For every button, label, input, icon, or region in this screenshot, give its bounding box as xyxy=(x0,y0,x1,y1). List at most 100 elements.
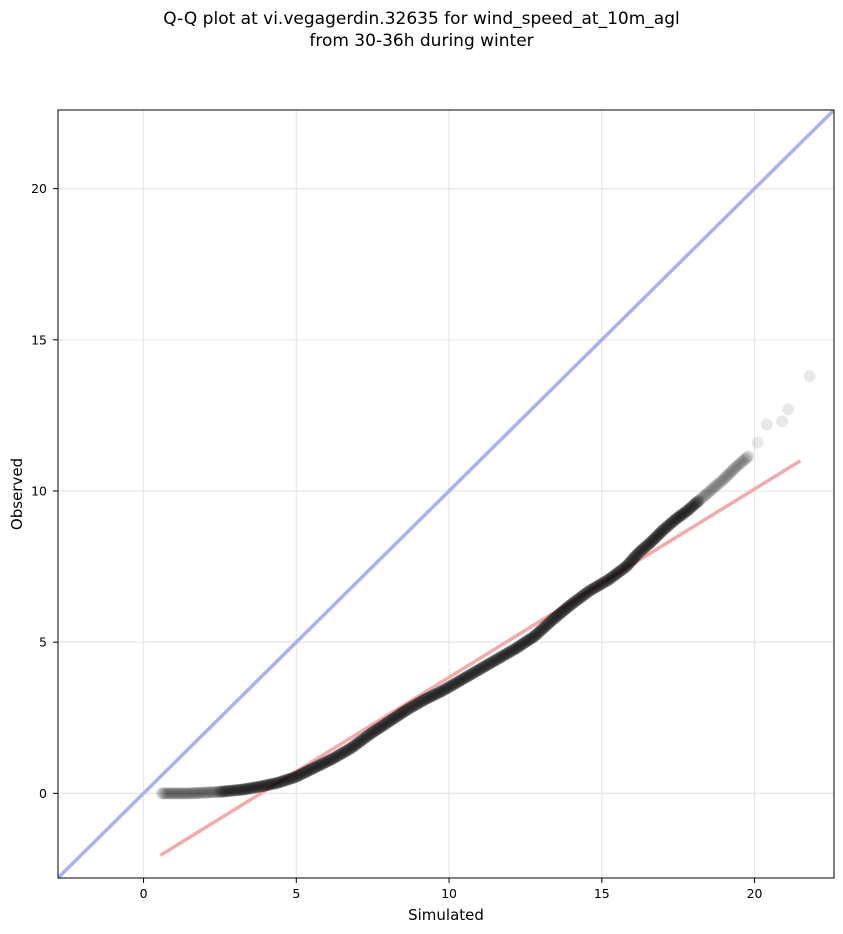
data-point xyxy=(417,694,430,707)
data-point xyxy=(528,630,541,643)
data-point xyxy=(630,549,643,562)
data-point xyxy=(644,536,657,549)
data-point xyxy=(435,685,448,698)
data-point xyxy=(597,576,610,589)
data-point xyxy=(414,696,427,709)
data-point xyxy=(578,588,591,601)
data-point xyxy=(494,651,507,664)
data-point xyxy=(698,489,711,502)
data-point xyxy=(256,780,269,793)
data-point xyxy=(431,687,444,700)
data-point xyxy=(345,741,358,754)
data-point xyxy=(696,491,709,504)
data-point xyxy=(181,787,194,800)
data-point xyxy=(703,485,716,498)
data-point xyxy=(613,565,626,578)
x-tick-label: 20 xyxy=(747,886,763,901)
data-point xyxy=(388,711,401,724)
data-point xyxy=(653,527,666,540)
data-point xyxy=(346,741,359,754)
data-point xyxy=(477,660,490,673)
data-point xyxy=(557,604,570,617)
data-point xyxy=(264,778,277,791)
data-point xyxy=(401,703,414,716)
data-point xyxy=(222,785,235,798)
data-point xyxy=(570,594,583,607)
data-point xyxy=(650,530,663,543)
data-point xyxy=(587,582,600,595)
data-point xyxy=(574,591,587,604)
data-point xyxy=(648,533,661,546)
data-point xyxy=(319,756,332,769)
data-point xyxy=(566,597,579,610)
data-point xyxy=(677,507,690,520)
data-point xyxy=(163,787,176,800)
data-point xyxy=(391,710,404,723)
data-point xyxy=(705,483,718,496)
data-point xyxy=(255,780,268,793)
data-point xyxy=(625,554,638,567)
data-point xyxy=(676,508,689,521)
data-point xyxy=(372,722,385,735)
data-point xyxy=(236,783,249,796)
data-point xyxy=(586,583,599,596)
data-point xyxy=(731,459,744,472)
data-point xyxy=(498,648,511,661)
data-point xyxy=(612,566,625,579)
data-point xyxy=(593,579,606,592)
data-point xyxy=(232,784,245,797)
data-point xyxy=(504,645,517,658)
data-point xyxy=(501,647,514,660)
data-point xyxy=(649,531,662,544)
data-point xyxy=(543,616,556,629)
data-point xyxy=(162,787,175,800)
data-point xyxy=(500,647,513,660)
data-point xyxy=(462,669,475,682)
data-point xyxy=(713,477,726,490)
data-point xyxy=(555,606,568,619)
data-point xyxy=(709,480,722,493)
data-point xyxy=(403,702,416,715)
data-point xyxy=(449,677,462,690)
data-point xyxy=(704,484,717,497)
data-point xyxy=(354,735,367,748)
data-point xyxy=(298,766,311,779)
data-point xyxy=(538,621,551,634)
data-point xyxy=(384,714,397,727)
data-point xyxy=(654,526,667,539)
data-point xyxy=(228,784,241,797)
chart-title-line-2: from 30-36h during winter xyxy=(309,31,534,51)
x-axis-label: Simulated xyxy=(408,906,484,924)
data-point xyxy=(687,499,700,512)
data-point xyxy=(364,727,377,740)
data-point xyxy=(310,760,323,773)
data-point xyxy=(715,474,728,487)
data-point xyxy=(719,471,732,484)
data-point xyxy=(535,623,548,636)
data-point xyxy=(180,787,193,800)
data-point xyxy=(441,682,454,695)
data-point xyxy=(415,695,428,708)
data-point xyxy=(168,787,181,800)
data-point xyxy=(751,436,764,449)
data-point xyxy=(760,418,773,431)
data-point xyxy=(596,577,609,590)
data-point xyxy=(594,578,607,591)
data-point xyxy=(199,786,212,799)
data-point xyxy=(697,490,710,503)
data-point xyxy=(553,608,566,621)
chart-title: Q-Q plot at vi.vegagerdin.32635 for wind… xyxy=(0,8,843,52)
data-point xyxy=(710,479,723,492)
data-point xyxy=(611,567,624,580)
data-point xyxy=(411,697,424,710)
data-point xyxy=(729,461,742,474)
data-point xyxy=(227,784,240,797)
data-point xyxy=(560,602,573,615)
data-point xyxy=(599,575,612,588)
data-point xyxy=(170,787,183,800)
data-point xyxy=(212,785,225,798)
y-axis-label: Observed xyxy=(8,458,26,530)
data-point xyxy=(776,415,789,428)
data-point xyxy=(622,558,635,571)
data-point xyxy=(511,641,524,654)
